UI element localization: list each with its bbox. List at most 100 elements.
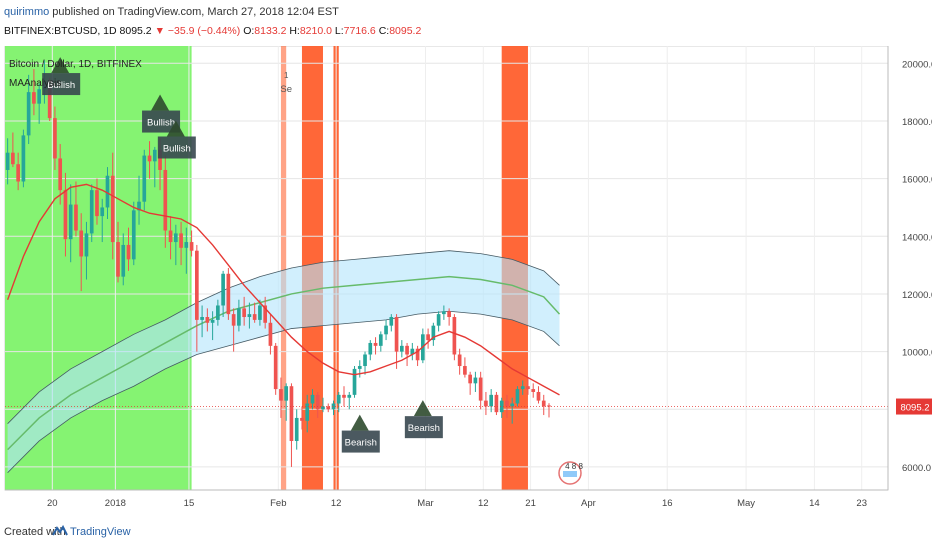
legend-indicator-title: MAAnalysis <box>9 78 61 89</box>
candle-body <box>37 89 42 104</box>
candle <box>147 141 152 179</box>
candle <box>163 155 168 248</box>
annotation-arrow-icon <box>350 414 369 431</box>
candle <box>431 322 436 346</box>
candle-body <box>415 348 420 361</box>
candle <box>310 389 315 410</box>
candle-body <box>11 152 15 165</box>
candle-body <box>21 135 26 182</box>
symbol-name[interactable]: BITFINEX:BTCUSD, 1D <box>4 25 117 37</box>
candle <box>399 340 404 358</box>
y-tick-label: 16000.0 <box>902 175 932 186</box>
y-tick-label: 20000.0 <box>902 59 932 70</box>
y-tick-label: 14000.0 <box>902 232 932 243</box>
candle-body <box>273 345 278 390</box>
candle <box>84 221 89 280</box>
annotation-label: Bullish <box>163 143 191 154</box>
candle-body <box>258 305 262 320</box>
publish-line: quirimmo published on TradingView.com, M… <box>4 6 339 18</box>
x-tick-label: 12 <box>331 498 342 509</box>
candle-body <box>305 403 310 421</box>
candle <box>468 371 472 395</box>
flag-badge-text: 4 8 8 <box>565 462 583 471</box>
candle <box>205 308 210 332</box>
moving-average-line <box>6 183 560 396</box>
candle-body <box>405 345 409 355</box>
candle-body <box>294 417 299 441</box>
candle <box>526 377 530 395</box>
candle-body <box>205 317 210 323</box>
candle-body <box>216 305 220 320</box>
candle-body <box>252 314 257 320</box>
candle <box>284 383 289 421</box>
candle-body <box>231 314 236 326</box>
candle <box>258 299 262 326</box>
candle <box>463 357 467 378</box>
annotation-arrow-icon <box>166 120 185 137</box>
candle <box>536 386 541 404</box>
candle <box>247 302 252 329</box>
candle <box>11 132 15 168</box>
x-tick-label: May <box>737 498 755 509</box>
candle <box>231 308 236 352</box>
candle <box>347 391 352 410</box>
created-with-text: Created with <box>4 526 66 538</box>
candle <box>226 268 231 320</box>
candle <box>168 216 173 260</box>
candle-body <box>126 244 131 260</box>
top-bar: quirimmo published on TradingView.com, M… <box>0 0 932 46</box>
candle-body <box>32 92 36 104</box>
candle <box>142 149 147 211</box>
candle <box>342 386 346 407</box>
candle-body <box>95 190 99 217</box>
candle-body <box>173 233 178 243</box>
candle-body <box>394 317 399 352</box>
low-value: 7716.6 <box>343 25 376 37</box>
signal-annotation: Bullish <box>142 94 181 133</box>
candle-body <box>300 417 304 421</box>
candle <box>373 337 378 355</box>
annotation-arrow-icon <box>151 94 170 111</box>
tradingview-brand-link[interactable]: TradingView <box>70 526 131 538</box>
last-price-label: 8095.2 <box>900 403 929 414</box>
candle-body <box>168 230 173 243</box>
candle-body <box>5 152 10 170</box>
candle <box>63 172 68 257</box>
candle-body <box>363 354 367 367</box>
candle-body <box>547 405 551 407</box>
candle-body <box>26 92 31 136</box>
candle <box>279 377 283 418</box>
signal-annotation: Bearish <box>404 400 443 439</box>
candle-body <box>189 242 194 251</box>
sell-count-label: 1 <box>284 71 289 80</box>
candle <box>216 299 220 326</box>
candle <box>74 181 78 237</box>
candle <box>21 129 26 188</box>
candle-body <box>431 325 436 341</box>
candle-body <box>410 348 415 355</box>
candle <box>452 314 457 361</box>
candle <box>352 366 357 398</box>
close-label: C: <box>378 25 390 37</box>
candle <box>478 371 483 410</box>
candle-body <box>100 207 105 217</box>
x-tick-label: 23 <box>856 498 867 509</box>
candle <box>515 386 520 407</box>
candle-body <box>342 394 346 398</box>
author-link[interactable]: quirimmo <box>4 6 50 18</box>
candle <box>363 351 367 375</box>
x-tick-label: Mar <box>417 498 433 509</box>
published-text: published on TradingView.com, March 27, … <box>52 6 339 18</box>
candle-body <box>315 394 320 410</box>
candle <box>100 198 105 243</box>
candle <box>389 314 394 332</box>
candle-body <box>352 368 357 395</box>
candle <box>137 175 141 225</box>
candle <box>289 383 294 467</box>
flag-badge-stripe <box>563 471 577 477</box>
candle-body <box>331 403 336 410</box>
candle-body <box>526 386 530 390</box>
candle <box>378 331 383 352</box>
price-chart[interactable]: 6000.08000.010000.012000.014000.016000.0… <box>0 46 932 516</box>
candle <box>394 314 399 369</box>
